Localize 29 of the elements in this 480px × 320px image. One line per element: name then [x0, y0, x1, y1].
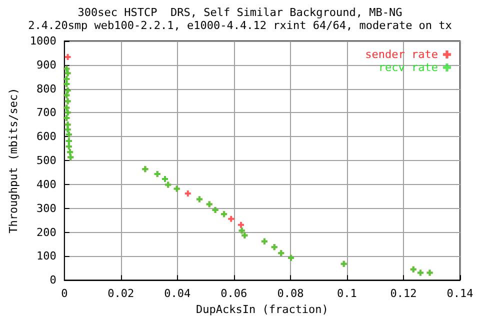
- y-tick-label: 300: [36, 202, 56, 215]
- y-tick-label: 500: [36, 154, 56, 168]
- x-tick-label: 0.12: [390, 287, 417, 300]
- x-tick-label: 0: [61, 287, 68, 300]
- x-tick-label: 0.06: [220, 287, 248, 300]
- x-tick-label: 0.02: [108, 287, 134, 300]
- x-tick-label: 0.14: [446, 287, 474, 300]
- chart-title: 300sec HSTCP DRS, Self Similar Background, MB-NG: [78, 6, 402, 19]
- y-tick-label: 900: [36, 58, 56, 72]
- y-tick-label: 100: [36, 250, 56, 263]
- point: [184, 190, 191, 197]
- point: [64, 54, 71, 60]
- y-tick-label: 0: [50, 274, 56, 287]
- point: [228, 216, 234, 222]
- x-tick-label: 0.08: [277, 287, 304, 300]
- y-tick-label: 700: [36, 106, 56, 120]
- y-tick-label: 800: [36, 82, 56, 96]
- y-tick-label: 600: [36, 130, 56, 144]
- y-tick-label: 1000: [30, 34, 56, 48]
- legend-label: sender rate: [365, 48, 438, 61]
- chart-subtitle: 2.4.20smp web100-2.2.1, e1000-4.4.12 rxint 64/64, moderate on tx: [28, 19, 452, 32]
- y-tick-label: 200: [36, 226, 56, 239]
- point: [238, 222, 244, 228]
- x-axis-title: DupAcksIn (fraction): [196, 303, 328, 316]
- y-tick-label: 400: [36, 178, 56, 191]
- x-tick-label: 0.1: [337, 287, 357, 300]
- y-axis-title: Throughput (mbits/sec): [7, 88, 20, 234]
- x-tick-label: 0.04: [164, 287, 192, 300]
- legend-label: recv rate: [378, 61, 438, 74]
